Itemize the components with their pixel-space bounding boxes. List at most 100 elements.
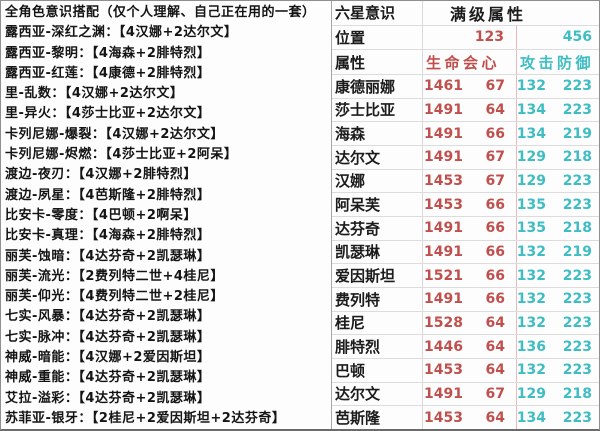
crit-value: 67 [476,169,517,193]
hp-value: 1453 [424,362,463,379]
header-max-stats: 满级属性 [449,4,526,24]
atk-value: 134 [516,125,546,142]
hp-value: 1491 [424,101,463,118]
memory-name: 汉娜 [332,169,423,193]
builds-panel: 全角色意识搭配（仅个人理解、自己正在用的一套） 露西亚-深红之渊：【4汉娜+2达… [1,1,331,429]
attr-hp-crit: 生命会心 [423,50,517,74]
build-line: 露西亚-红莲：【4康德+2腓特烈】 [5,65,211,81]
crit-value: 64 [476,311,517,335]
stats-table: 六星意识 满级属性 位置 123 456 属性 生命会心 攻击防御 康德丽娜 14… [331,1,599,429]
def-value: 223 [562,362,592,379]
memory-name: 芭斯隆 [332,406,423,429]
build-line: 神威-暗能：【4汉娜+2爱因斯坦】 [5,350,211,366]
memory-name: 海森 [332,122,423,145]
hp-value: 1491 [424,125,463,142]
table-row: 莎士比亚 1491 64 134 223 [332,98,599,123]
table-header-row: 六星意识 满级属性 [332,1,599,26]
attr-atk-def: 攻击防御 [520,53,595,72]
table-row: 巴顿 1453 64 132 223 [332,358,599,383]
atk-value: 129 [516,149,546,166]
atk-value: 129 [516,385,546,402]
def-value: 218 [562,220,592,237]
header-six-star: 六星意识 [332,1,423,25]
crit-value: 67 [476,145,517,169]
def-value: 218 [562,149,592,166]
table-row: 汉娜 1453 67 129 223 [332,169,599,194]
build-line: 渡边-夙星：【4芭斯隆+2腓特烈】 [5,187,211,203]
table-row: 腓特烈 1446 64 136 223 [332,335,599,359]
build-line: 比安卡-零度：【4巴顿+2啊呆】 [5,207,197,223]
hp-value: 1453 [424,196,463,213]
build-line: 丽芙-流光：【2费列特二世+4桂尼】 [5,268,224,284]
hp-value: 1461 [424,78,463,95]
attribute-row: 属性 生命会心 攻击防御 [332,50,599,75]
build-line: 苏菲亚-银牙：【2桂尼+2爱因斯坦+2达芬奇】 [5,410,286,426]
build-line: 丽芙-蚀暗：【4达芬奇+2凯瑟琳】 [5,248,211,264]
def-value: 223 [562,409,592,426]
def-value: 223 [562,101,592,118]
build-line: 卡列尼娜-爆裂：【4汉娜+2达尔文】 [5,126,224,142]
hp-value: 1453 [424,172,463,189]
table-row: 费列特 1491 66 132 223 [332,287,599,312]
crit-value: 66 [476,193,517,216]
def-value: 223 [562,314,592,331]
memory-name: 桂尼 [332,311,423,335]
def-value: 223 [562,172,592,189]
atk-value: 134 [516,101,546,118]
def-value: 219 [562,125,592,142]
position-label: 位置 [332,25,423,50]
table-row: 阿呆芙 1453 66 135 223 [332,193,599,217]
memory-name: 阿呆芙 [332,193,423,216]
build-line: 神威-重能：【4达芬奇+2凯瑟琳】 [5,370,211,386]
atk-value: 132 [516,291,546,308]
build-line: 七实-脉冲：【4达芬奇+2凯瑟琳】 [5,329,211,345]
stats-rows: 康德丽娜 1461 67 132 223 莎士比亚 1491 64 134 223 海森 1491 66… [332,74,599,429]
attribute-label: 属性 [332,50,423,74]
crit-value: 64 [476,358,517,382]
memory-name: 莎士比亚 [332,98,423,122]
crit-value: 67 [476,74,517,98]
hp-value: 1491 [424,220,463,237]
def-value: 219 [562,243,592,260]
atk-value: 132 [516,267,546,284]
memory-name: 达尔文 [332,145,423,169]
builds-list: 露西亚-深红之渊：【4汉娜+2达尔文】 露西亚-黎明：【4海森+2腓特烈】 露西亚-… [5,23,331,429]
build-line: 露西亚-黎明：【4海森+2腓特烈】 [5,45,211,61]
atk-value: 129 [516,172,546,189]
crit-value: 67 [476,382,517,406]
hp-value: 1446 [424,338,463,355]
atk-value: 134 [516,409,546,426]
atk-value: 135 [516,196,546,213]
build-line: 比安卡-真理：【4海森+2腓特烈】 [5,228,211,244]
table-row: 康德丽娜 1461 67 132 223 [332,74,599,99]
atk-value: 132 [516,78,546,95]
memory-name: 爱因斯坦 [332,264,423,287]
crit-value: 66 [476,240,517,264]
atk-value: 132 [516,362,546,379]
def-value: 223 [562,78,592,95]
hp-value: 1521 [424,267,463,284]
table-row: 凯瑟琳 1491 66 132 219 [332,240,599,265]
hp-value: 1491 [424,385,463,402]
table-row: 桂尼 1528 64 132 223 [332,311,599,336]
crit-value: 64 [476,406,517,429]
table-row: 芭斯隆 1453 64 134 223 [332,406,599,429]
hp-value: 1491 [424,149,463,166]
position-group2: 456 [562,29,592,46]
memory-name: 达尔文 [332,382,423,406]
crit-value: 66 [476,122,517,145]
hp-value: 1528 [424,314,463,331]
table-row: 爱因斯坦 1521 66 132 223 [332,264,599,288]
position-row: 位置 123 456 [332,25,599,51]
def-value: 223 [562,338,592,355]
build-line: 丽芙-仰光：【4费列特二世+2桂尼】 [5,289,224,305]
def-value: 223 [562,196,592,213]
atk-value: 136 [516,338,546,355]
builds-title: 全角色意识搭配（仅个人理解、自己正在用的一套） [5,5,316,20]
crit-value: 64 [476,98,517,122]
table-row: 达尔文 1491 67 129 218 [332,382,599,407]
memory-name: 腓特烈 [332,335,423,358]
memory-name: 达芬奇 [332,216,423,240]
def-value: 223 [562,291,592,308]
def-value: 218 [562,385,592,402]
